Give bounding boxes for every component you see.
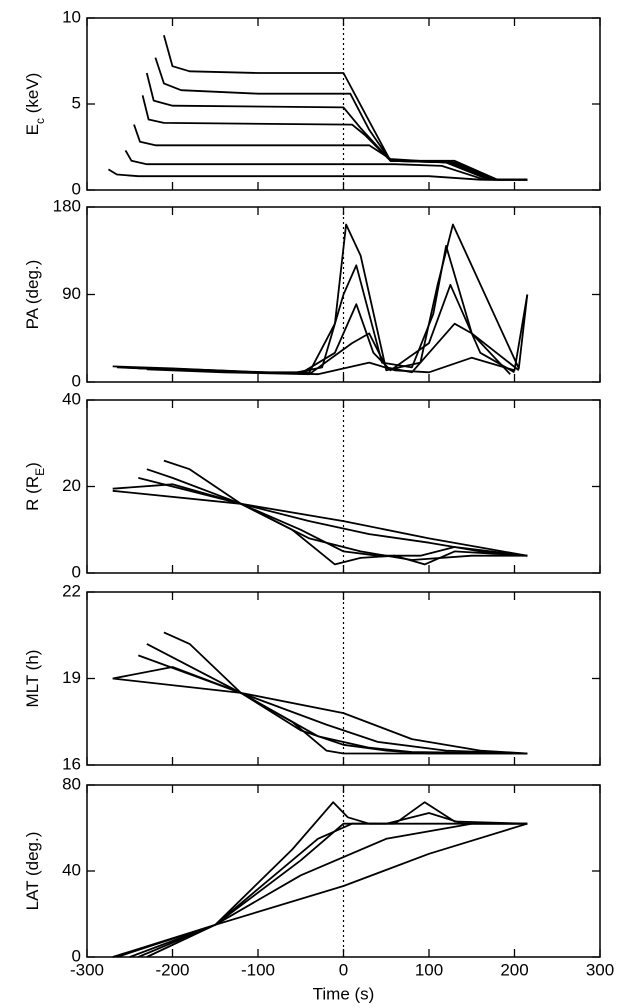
trajectory-line (112, 223, 529, 374)
y-axis-label-part: E (33, 468, 47, 476)
x-tick-label: 100 (415, 960, 443, 979)
y-tick-label: 0 (72, 371, 81, 390)
y-tick-label: 0 (72, 179, 81, 198)
trajectory-line (138, 283, 515, 375)
trajectory-line (116, 294, 529, 376)
trajectory-line (163, 459, 528, 557)
y-tick-label: 0 (72, 946, 81, 965)
trajectory-line (146, 322, 511, 376)
trajectory-line (146, 468, 528, 561)
trajectory-line (112, 666, 528, 755)
x-axis-label: Time (s) (313, 984, 375, 1003)
y-axis-label: R (RE) (23, 462, 47, 511)
y-axis-label: MLT (h) (23, 650, 42, 708)
y-tick-label: 40 (62, 389, 81, 408)
trajectory-line (146, 822, 528, 958)
x-tick-label: 0 (339, 960, 348, 979)
y-tick-label: 40 (62, 860, 81, 879)
trajectory-line (112, 489, 528, 557)
y-axis-label-part: PA (deg.) (23, 260, 42, 330)
x-tick-label: 200 (500, 960, 528, 979)
y-axis-label-part: (keV) (23, 73, 42, 118)
trajectory-line (163, 34, 528, 181)
trajectory-line (137, 654, 528, 755)
trajectory-line (141, 95, 528, 181)
y-axis-label-part: E (23, 124, 42, 135)
y-tick-label: 22 (62, 581, 81, 600)
y-tick-label: 20 (62, 476, 81, 495)
y-tick-label: 180 (53, 196, 81, 215)
y-tick-label: 0 (72, 562, 81, 581)
y-axis-label-part: MLT (h) (23, 650, 42, 708)
y-axis-label-part: ) (23, 462, 42, 468)
y-tick-label: 5 (72, 93, 81, 112)
y-axis-label-part: R (R (23, 476, 42, 511)
y-tick-label: 90 (62, 284, 81, 303)
x-tick-label: -300 (70, 960, 104, 979)
y-tick-label: 16 (62, 754, 81, 773)
y-axis-label-part: LAT (deg.) (23, 832, 42, 911)
trajectory-line (112, 822, 528, 958)
trajectory-line (112, 677, 528, 755)
x-tick-label: 300 (586, 960, 614, 979)
y-tick-label: 80 (62, 774, 81, 793)
y-tick-label: 19 (62, 668, 81, 687)
trajectory-line (163, 631, 528, 755)
y-axis-label: PA (deg.) (23, 260, 42, 330)
trajectory-line (146, 643, 528, 755)
trajectory-line (107, 168, 528, 181)
y-tick-label: 10 (62, 7, 81, 26)
trajectory-line (154, 57, 528, 181)
trajectory-line (145, 72, 528, 181)
x-tick-label: -100 (241, 960, 275, 979)
x-tick-label: -200 (155, 960, 189, 979)
y-axis-label-part: c (33, 118, 47, 124)
trajectory-line (137, 801, 528, 958)
y-axis-label: LAT (deg.) (23, 832, 42, 911)
y-axis-label: Ec (keV) (23, 73, 47, 136)
trajectory-line (133, 124, 528, 181)
